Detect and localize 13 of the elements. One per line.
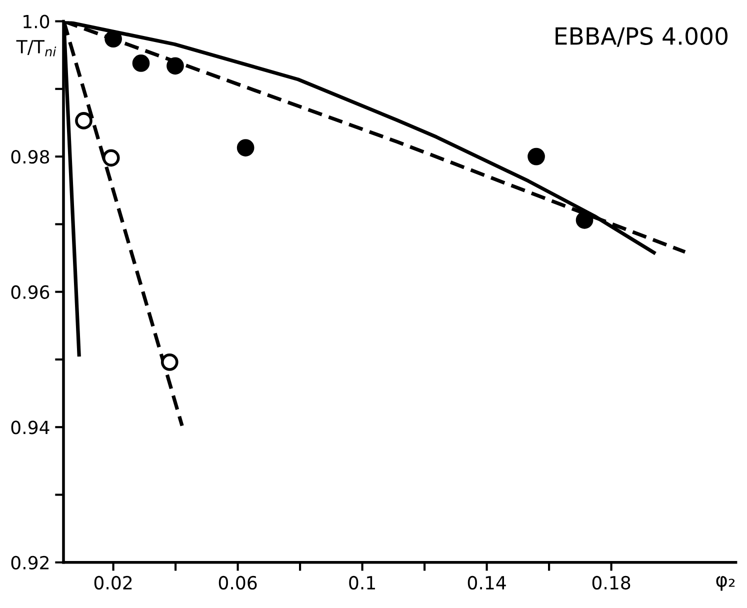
- annotation: EBBA/PS 4.000: [556, 27, 728, 47]
- y-tick-label: 0.96: [11, 285, 50, 299]
- x-tick-label: 0.14: [468, 576, 506, 590]
- x-tick-label: 0.02: [94, 576, 132, 590]
- y-tick-label: 0.98: [11, 150, 50, 164]
- y-tick-label: 0.92: [11, 556, 48, 570]
- y-tick-label: 1.0: [24, 14, 50, 28]
- y-tick-label: 0.94: [11, 420, 50, 434]
- y-axis-title: T/T$_{ni}$: [16, 40, 56, 56]
- x-tick-label: 0.18: [592, 576, 630, 590]
- x-tick-label: 0.06: [218, 576, 257, 590]
- x-tick-label: 0.1: [349, 576, 375, 590]
- x-axis-title: φ₂: [716, 576, 735, 591]
